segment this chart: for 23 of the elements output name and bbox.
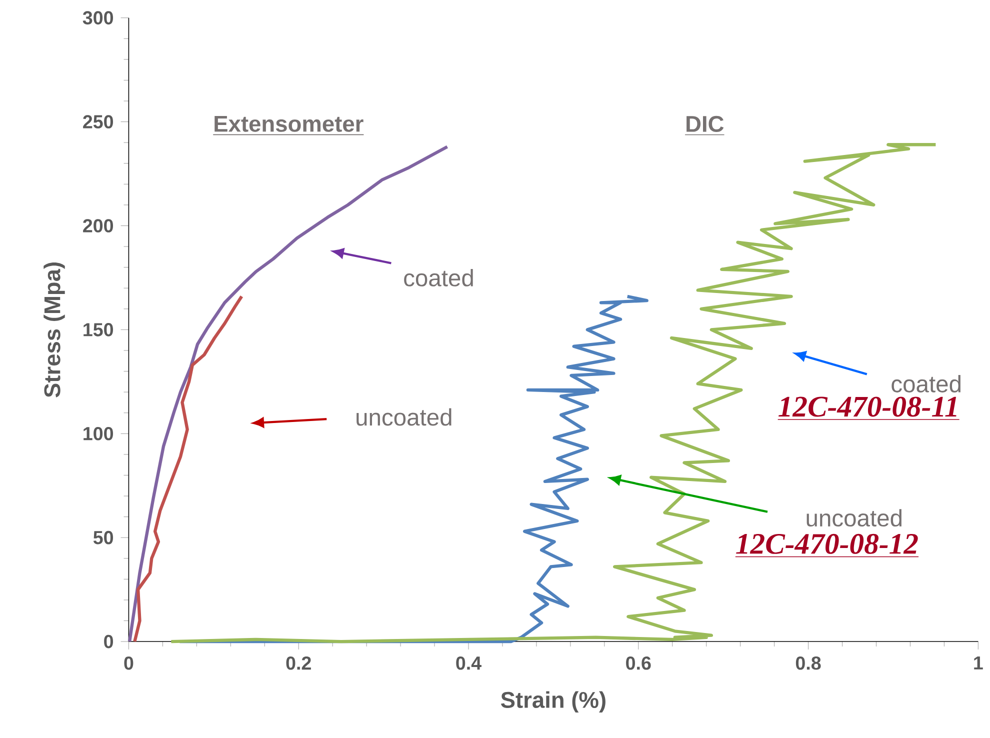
y-tick-label: 100: [84, 427, 114, 440]
annotation: coated: [404, 269, 473, 287]
x-tick-label: 0.8: [796, 656, 821, 670]
annotation: 12C-470-08-12: [736, 534, 918, 554]
y-tick-label: 150: [84, 323, 114, 337]
x-tick-label: 0.2: [286, 656, 311, 670]
y-axis-title: Stress (Mpa): [44, 262, 65, 398]
y-tick-label: 50: [93, 531, 114, 544]
annotation: coated: [892, 375, 960, 393]
annotation: 12C-470-08-11: [778, 396, 956, 417]
x-axis-title: Strain (%): [500, 692, 606, 713]
y-tick-label: 200: [83, 219, 114, 233]
x-tick-label: 0: [124, 656, 134, 670]
x-tick-label: 0.4: [456, 656, 482, 670]
annotation: uncoated: [356, 408, 452, 426]
x-tick-label: 1: [974, 656, 983, 670]
y-tick-label: 300: [82, 11, 114, 25]
annotation: uncoated: [806, 509, 902, 527]
annotation: Extensometer: [214, 116, 364, 132]
y-tick-label: 250: [83, 115, 114, 129]
annotation: DIC: [686, 116, 724, 132]
x-tick-label: 0.6: [626, 656, 651, 670]
y-tick-label: 0: [104, 635, 114, 648]
